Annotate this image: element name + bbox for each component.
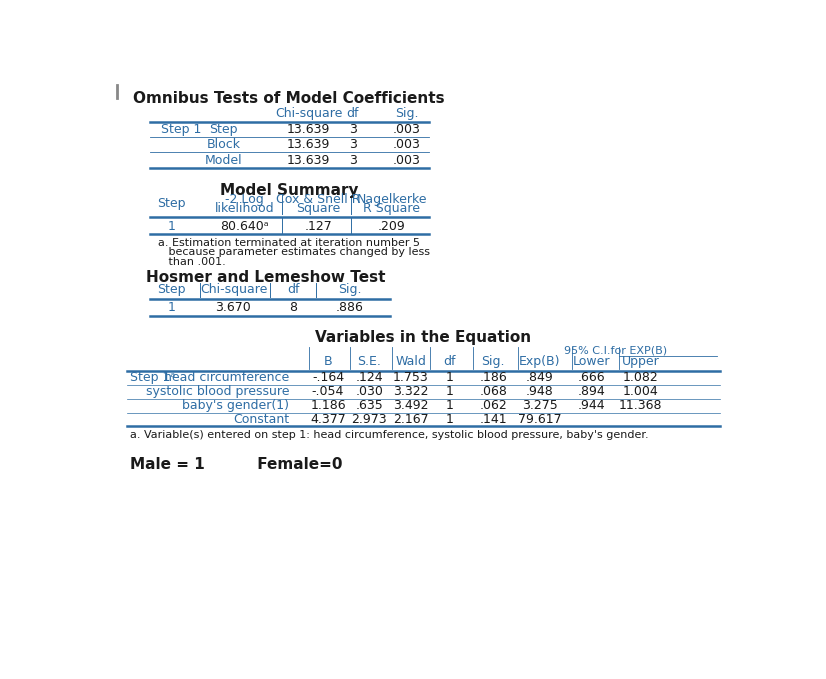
Text: head circumference: head circumference [164, 371, 289, 384]
Text: 95% C.I.for EXP(B): 95% C.I.for EXP(B) [564, 345, 667, 355]
Text: 1: 1 [446, 385, 453, 399]
Text: 79.617: 79.617 [518, 413, 562, 426]
Text: .124: .124 [355, 371, 383, 384]
Text: 1: 1 [168, 301, 175, 314]
Text: Step 1ᵃ: Step 1ᵃ [130, 371, 175, 384]
Text: baby's gender(1): baby's gender(1) [183, 399, 289, 412]
Text: Chi-square: Chi-square [275, 107, 342, 120]
Text: Sig.: Sig. [396, 107, 419, 120]
Text: 1.186: 1.186 [311, 399, 346, 412]
Text: a. Estimation terminated at iteration number 5: a. Estimation terminated at iteration nu… [158, 238, 420, 249]
Text: Block: Block [206, 138, 240, 151]
Text: Exp(B): Exp(B) [519, 355, 560, 368]
Text: 8: 8 [289, 301, 297, 314]
Text: .003: .003 [393, 153, 421, 166]
Text: Sig.: Sig. [482, 355, 505, 368]
Text: df: df [287, 283, 299, 296]
Text: 1: 1 [446, 399, 453, 412]
Text: Step: Step [157, 197, 186, 210]
Text: .948: .948 [525, 385, 553, 399]
Text: df: df [444, 355, 456, 368]
Text: -.164: -.164 [312, 371, 344, 384]
Text: Cox & Snell R: Cox & Snell R [277, 193, 361, 206]
Text: .068: .068 [479, 385, 507, 399]
Text: 2.973: 2.973 [351, 413, 387, 426]
Text: Step: Step [209, 123, 238, 136]
Text: .003: .003 [393, 123, 421, 136]
Text: 3.275: 3.275 [522, 399, 558, 412]
Text: likelihood: likelihood [215, 202, 274, 215]
Text: 13.639: 13.639 [287, 138, 330, 151]
Text: .666: .666 [577, 371, 605, 384]
Text: .127: .127 [305, 220, 333, 233]
Text: 80.640ᵃ: 80.640ᵃ [220, 220, 268, 233]
Text: 3.670: 3.670 [216, 301, 251, 314]
Text: a. Variable(s) entered on step 1: head circumference, systolic blood pressure, b: a. Variable(s) entered on step 1: head c… [131, 430, 649, 440]
Text: .894: .894 [577, 385, 605, 399]
Text: .062: .062 [479, 399, 507, 412]
Text: S.E.: S.E. [357, 355, 381, 368]
Text: Model Summary: Model Summary [220, 183, 358, 198]
Text: 3: 3 [349, 153, 357, 166]
Text: 13.639: 13.639 [287, 153, 330, 166]
Text: 1.753: 1.753 [393, 371, 429, 384]
Text: 3.322: 3.322 [393, 385, 429, 399]
Text: .635: .635 [355, 399, 383, 412]
Text: -.054: -.054 [311, 385, 344, 399]
Text: Hosmer and Lemeshow Test: Hosmer and Lemeshow Test [146, 270, 386, 285]
Text: Male = 1          Female=0: Male = 1 Female=0 [131, 458, 343, 473]
Text: Variables in the Equation: Variables in the Equation [316, 329, 531, 345]
Text: Model: Model [205, 153, 242, 166]
Text: B: B [324, 355, 332, 368]
Text: .886: .886 [335, 301, 363, 314]
Text: 3.492: 3.492 [393, 399, 429, 412]
Text: Upper: Upper [621, 355, 659, 368]
Text: Wald: Wald [396, 355, 426, 368]
Text: .849: .849 [525, 371, 553, 384]
Text: .003: .003 [393, 138, 421, 151]
Text: -2 Log: -2 Log [225, 193, 263, 206]
Text: Chi-square: Chi-square [200, 283, 267, 296]
Text: Lower: Lower [572, 355, 610, 368]
Text: Sig.: Sig. [338, 283, 362, 296]
Text: than .001.: than .001. [158, 257, 225, 267]
Text: Square: Square [297, 202, 341, 215]
Text: systolic blood pressure: systolic blood pressure [145, 385, 289, 399]
Text: df: df [347, 107, 359, 120]
Text: .944: .944 [577, 399, 605, 412]
Text: .209: .209 [377, 220, 406, 233]
Text: 2.167: 2.167 [393, 413, 429, 426]
Text: R Square: R Square [363, 202, 420, 215]
Text: 3: 3 [349, 138, 357, 151]
Text: 4.377: 4.377 [310, 413, 346, 426]
Text: 3: 3 [349, 123, 357, 136]
Text: 13.639: 13.639 [287, 123, 330, 136]
Text: 1.082: 1.082 [623, 371, 658, 384]
Text: .030: .030 [355, 385, 383, 399]
Text: .186: .186 [479, 371, 507, 384]
Text: Omnibus Tests of Model Coefficients: Omnibus Tests of Model Coefficients [134, 91, 445, 106]
Text: 1.004: 1.004 [623, 385, 658, 399]
Text: Nagelkerke: Nagelkerke [356, 193, 427, 206]
Text: because parameter estimates changed by less: because parameter estimates changed by l… [158, 247, 430, 257]
Text: 1: 1 [446, 413, 453, 426]
Text: Constant: Constant [233, 413, 289, 426]
Text: Step 1: Step 1 [161, 123, 202, 136]
Text: 1: 1 [446, 371, 453, 384]
Text: 1: 1 [168, 220, 175, 233]
Text: .141: .141 [479, 413, 507, 426]
Text: 11.368: 11.368 [619, 399, 662, 412]
Text: Step: Step [157, 283, 186, 296]
